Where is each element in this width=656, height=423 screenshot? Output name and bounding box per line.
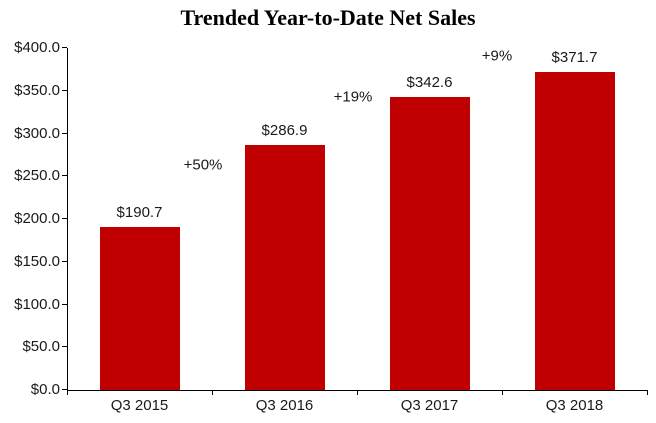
y-axis-label: $400.0 (14, 39, 60, 56)
bar-q3-2017 (389, 97, 470, 390)
y-axis-label: $250.0 (14, 167, 60, 185)
y-axis-label: $300.0 (14, 124, 60, 142)
y-axis-tick (62, 218, 67, 219)
bar-q3-2015 (99, 227, 180, 390)
x-axis-label-q3-2017: Q3 2017 (400, 397, 459, 414)
x-axis-label-q3-2018: Q3 2018 (545, 397, 604, 414)
y-axis-tick (62, 175, 67, 177)
y-axis-label: $100.0 (14, 295, 60, 313)
bar-value-label-q3-2017: $342.6 (406, 74, 453, 91)
y-axis-tick (62, 89, 67, 91)
y-axis-label: $200.0 (14, 210, 60, 227)
y-axis-tick (62, 132, 67, 134)
bar-q3-2018 (534, 72, 615, 390)
y-axis-label: $150.0 (14, 252, 60, 270)
y-axis-tick (62, 346, 67, 348)
y-axis-label: $50.0 (22, 338, 60, 356)
growth-annotation--50-: +50% (183, 156, 223, 174)
x-axis-tick (502, 390, 503, 395)
bar-value-label-q3-2015: $190.7 (116, 204, 163, 221)
growth-annotation--19-: +19% (333, 88, 373, 106)
chart-title: Trended Year-to-Date Net Sales (180, 5, 476, 30)
y-axis-tick (62, 260, 67, 262)
x-axis-label-q3-2015: Q3 2015 (110, 397, 169, 414)
y-axis-tick (62, 303, 67, 305)
bar-value-label-q3-2018: $371.7 (551, 49, 598, 66)
y-axis-tick (62, 47, 67, 48)
bar-value-label-q3-2016: $286.9 (261, 122, 308, 139)
y-axis-label: $0.0 (30, 381, 60, 398)
bar-q3-2016 (244, 145, 325, 390)
x-axis-tick (647, 390, 648, 395)
x-axis-tick (67, 390, 68, 395)
x-axis-label-q3-2016: Q3 2016 (255, 397, 314, 414)
y-axis-tick (62, 389, 67, 390)
x-axis-tick (212, 390, 213, 395)
growth-annotation--9-: +9% (481, 47, 513, 65)
y-axis-label: $350.0 (14, 81, 60, 99)
x-axis-tick (357, 390, 358, 395)
